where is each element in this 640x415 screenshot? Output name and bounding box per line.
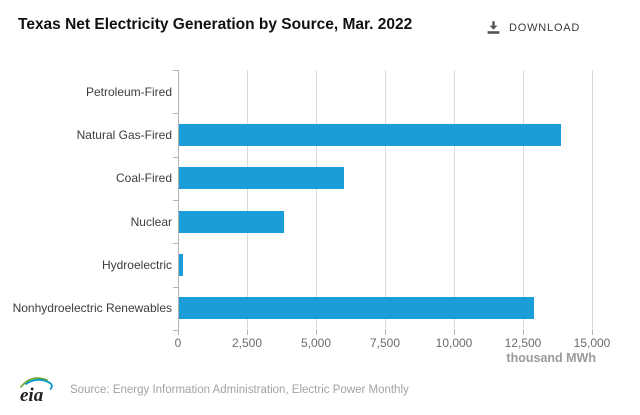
gridline <box>523 70 524 330</box>
gridline <box>247 70 248 330</box>
x-axis-tick-label: 15,000 <box>573 336 611 350</box>
x-axis-tick <box>592 330 593 335</box>
y-axis-tick <box>173 70 178 71</box>
x-axis-tick-label: 2,500 <box>231 336 263 350</box>
y-axis-tick <box>173 243 178 244</box>
x-axis-tick <box>523 330 524 335</box>
gridline <box>454 70 455 330</box>
x-axis-tick <box>385 330 386 335</box>
x-axis-tick-label: 10,000 <box>435 336 473 350</box>
y-axis-tick <box>173 157 178 158</box>
y-axis-tick <box>173 287 178 288</box>
category-label: Nonhydroelectric Renewables <box>12 301 172 315</box>
source-attribution: Source: Energy Information Administratio… <box>70 384 409 396</box>
y-axis-tick <box>173 113 178 114</box>
gridline <box>592 70 593 330</box>
x-axis-unit-label: thousand MWh <box>506 351 596 365</box>
bar-natural-gas-fired[interactable] <box>179 124 561 146</box>
category-label: Natural Gas-Fired <box>76 128 172 142</box>
gridline <box>316 70 317 330</box>
category-label: Nuclear <box>130 215 172 229</box>
x-axis-tick <box>247 330 248 335</box>
y-axis-tick <box>173 330 178 331</box>
bar-nuclear[interactable] <box>179 211 284 233</box>
y-axis-tick <box>173 200 178 201</box>
download-label: DOWNLOAD <box>509 21 581 34</box>
x-axis-tick-label: 12,500 <box>504 336 542 350</box>
bar-coal-fired[interactable] <box>179 167 344 189</box>
plot-area <box>173 70 603 335</box>
bar-hydroelectric[interactable] <box>179 254 183 276</box>
eia-logo[interactable]: eia <box>16 372 58 408</box>
download-button[interactable]: DOWNLOAD <box>486 20 580 35</box>
category-label: Hydroelectric <box>101 258 172 272</box>
y-axis-line <box>178 70 179 330</box>
svg-text:eia: eia <box>20 385 44 406</box>
x-axis-tick <box>316 330 317 335</box>
x-axis-tick-label: 0 <box>174 336 182 350</box>
x-axis-tick <box>454 330 455 335</box>
footer: eia Source: Energy Information Administr… <box>16 370 624 410</box>
gridline <box>385 70 386 330</box>
category-label: Coal-Fired <box>115 171 172 185</box>
x-axis-tick-label: 7,500 <box>369 336 401 350</box>
chart-title: Texas Net Electricity Generation by Sour… <box>18 16 413 33</box>
download-icon <box>486 20 501 35</box>
x-axis-tick <box>178 330 179 335</box>
bar-nonhydroelectric-renewables[interactable] <box>179 297 534 319</box>
x-axis-tick-label: 5,000 <box>300 336 332 350</box>
category-label: Petroleum-Fired <box>85 85 172 99</box>
